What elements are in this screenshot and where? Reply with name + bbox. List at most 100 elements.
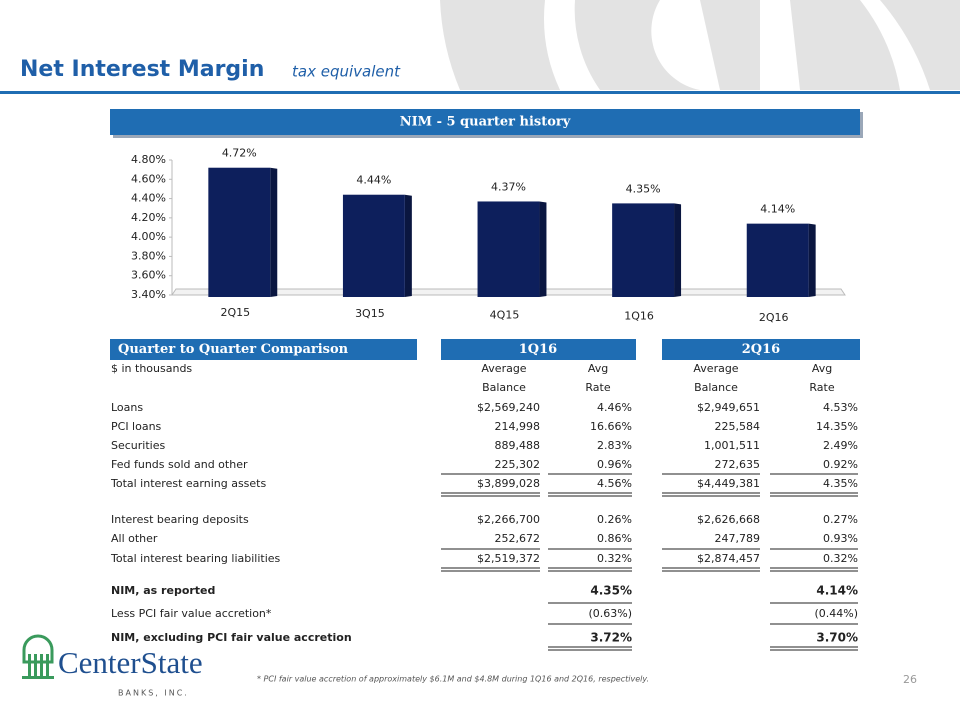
x-tick-label: 4Q15	[490, 308, 520, 321]
y-tick-label: 4.00%	[131, 230, 166, 243]
chart: 3.40% 3.60% 3.80% 4.00% 4.20% 4.40% 4.60% 4.80%…	[131, 147, 846, 324]
y-tick-label: 3.60%	[131, 269, 166, 282]
row-label: All other	[111, 532, 158, 545]
cell: (0.63%)	[588, 607, 632, 620]
cell: $2,874,457	[697, 552, 760, 565]
page-number: 26	[903, 673, 917, 686]
row-label: Loans	[111, 401, 143, 414]
cell: $2,519,372	[477, 552, 540, 565]
value-label: 4.72%	[222, 147, 257, 160]
cell: (0.44%)	[814, 607, 858, 620]
cell: 0.32%	[597, 552, 632, 565]
logo-tagline: BANKS, INC.	[118, 689, 189, 698]
cell: 252,672	[495, 532, 541, 545]
bar-side	[270, 167, 278, 297]
bar	[342, 194, 405, 297]
row-label: Total interest bearing liabilities	[110, 552, 281, 565]
cell: $3,899,028	[477, 477, 540, 490]
cell: 3.72%	[590, 631, 632, 645]
cell: 1,001,511	[704, 439, 760, 452]
cell: $2,266,700	[477, 513, 540, 526]
row-label: Fed funds sold and other	[111, 458, 248, 471]
cell: 4.46%	[597, 401, 632, 414]
cell: 2.83%	[597, 439, 632, 452]
cell: 225,302	[495, 458, 541, 471]
row-label: Securities	[111, 439, 165, 452]
value-label: 4.37%	[491, 180, 526, 193]
chart-title: NIM - 5 quarter history	[400, 115, 571, 130]
cell: $2,626,668	[697, 513, 760, 526]
cell: 0.92%	[823, 458, 858, 471]
bar-side	[404, 194, 412, 297]
column-label: Balance	[482, 381, 526, 394]
period-header: 1Q16	[519, 342, 557, 357]
units-label: $ in thousands	[111, 362, 192, 375]
bar	[208, 167, 271, 297]
cell: 14.35%	[816, 420, 858, 433]
cell: 214,998	[495, 420, 541, 433]
cell: 4.14%	[816, 584, 858, 598]
background-ornament	[440, 0, 960, 90]
cell: 0.86%	[597, 532, 632, 545]
header-bar	[441, 339, 636, 360]
column-label: Avg	[588, 362, 608, 375]
slide-subtitle: tax equivalent	[292, 63, 401, 81]
header-bar	[662, 339, 860, 360]
column-label: Average	[693, 362, 738, 375]
bar	[746, 223, 809, 297]
column-label: Average	[481, 362, 526, 375]
cell: $2,949,651	[697, 401, 760, 414]
cell: $4,449,381	[697, 477, 760, 490]
column-label: Balance	[694, 381, 738, 394]
x-tick-label: 2Q15	[220, 306, 250, 319]
bar	[477, 201, 540, 297]
title-rule	[0, 91, 960, 94]
row-label: PCI loans	[111, 420, 162, 433]
y-tick-label: 4.80%	[131, 153, 166, 166]
cell: 0.93%	[823, 532, 858, 545]
value-label: 4.44%	[356, 174, 391, 187]
cell: 4.35%	[823, 477, 858, 490]
cell: 889,488	[495, 439, 541, 452]
cell: 0.27%	[823, 513, 858, 526]
column-label: Rate	[585, 381, 610, 394]
column-label: Rate	[809, 381, 834, 394]
x-tick-label: 2Q16	[759, 311, 789, 324]
header-bar	[110, 339, 417, 360]
cell: 272,635	[715, 458, 761, 471]
bar-side	[808, 223, 816, 297]
y-tick-label: 4.20%	[131, 211, 166, 224]
table: Quarter to Quarter Comparison 1Q16 2Q16 $ i…	[110, 339, 860, 651]
column-label: Avg	[812, 362, 832, 375]
x-tick-label: 3Q15	[355, 307, 385, 320]
logo-name: CenterState	[58, 645, 203, 680]
row-label: NIM, as reported	[111, 584, 215, 597]
cell: 4.56%	[597, 477, 632, 490]
cell: 0.96%	[597, 458, 632, 471]
row-label: Interest bearing deposits	[111, 513, 249, 526]
cell: 3.70%	[816, 631, 858, 645]
row-label: Total interest earning assets	[110, 477, 266, 490]
cell: 4.35%	[590, 584, 632, 598]
bar-side	[674, 203, 682, 297]
slide-title: Net Interest Margin	[20, 57, 264, 82]
value-label: 4.35%	[626, 182, 661, 195]
footnote: * PCI fair value accretion of approximat…	[257, 675, 649, 684]
cell: 2.49%	[823, 439, 858, 452]
y-tick-label: 4.40%	[131, 192, 166, 205]
table-title: Quarter to Quarter Comparison	[118, 342, 349, 357]
y-tick-label: 3.40%	[131, 288, 166, 301]
chart-title-bar	[110, 109, 860, 135]
cell: 4.53%	[823, 401, 858, 414]
y-tick-label: 4.60%	[131, 172, 166, 185]
row-label: Less PCI fair value accretion*	[111, 607, 272, 620]
cell: 0.32%	[823, 552, 858, 565]
cell: 247,789	[715, 532, 761, 545]
logo-icon	[22, 634, 54, 679]
bar-side	[539, 201, 547, 297]
row-label: NIM, excluding PCI fair value accretion	[111, 631, 352, 644]
period-header: 2Q16	[742, 342, 780, 357]
y-tick-label: 3.80%	[131, 249, 166, 262]
cell: 225,584	[715, 420, 761, 433]
